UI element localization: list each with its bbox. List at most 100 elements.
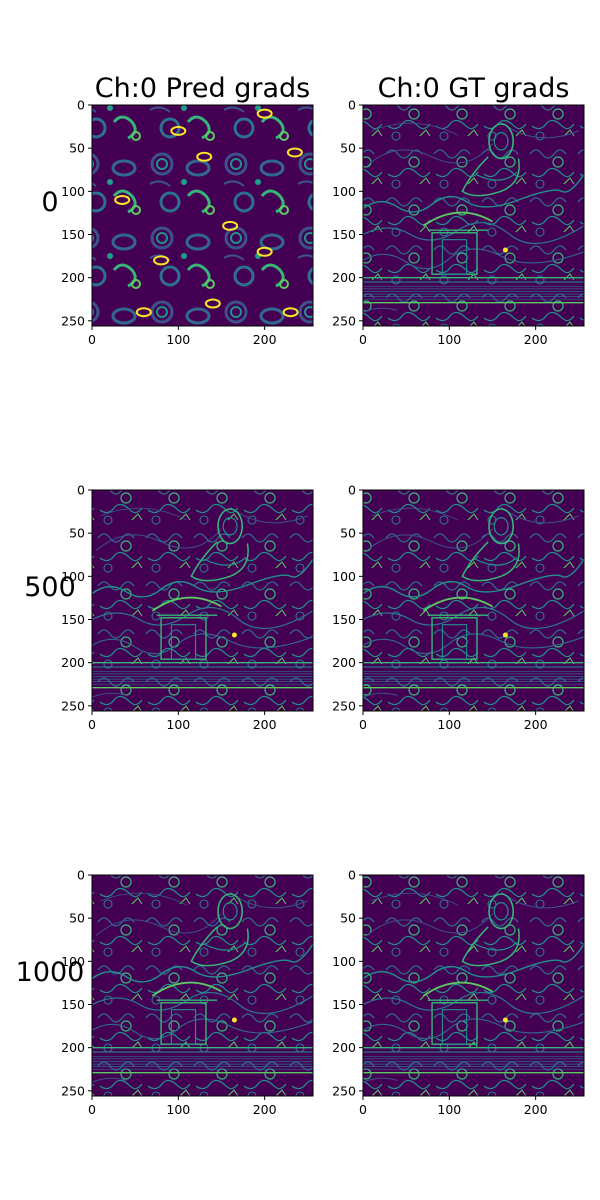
- y-tick-label: 50: [69, 141, 85, 156]
- y-tick-label: 0: [348, 868, 356, 883]
- x-tick-label: 200: [524, 1102, 548, 1117]
- y-tick-label: 250: [61, 698, 85, 713]
- edge-stroke: [222, 902, 238, 921]
- noise-blob: [256, 108, 273, 119]
- edge-stroke: [91, 1018, 314, 1040]
- edge-stroke: [502, 247, 508, 253]
- edge-stroke: [231, 1017, 237, 1023]
- edge-stroke: [461, 541, 520, 582]
- edge-stroke: [362, 558, 585, 598]
- x-tick-label: 100: [437, 717, 461, 732]
- y-tick-label: 50: [340, 526, 356, 541]
- x-tick-label: 100: [166, 717, 190, 732]
- x-tick-label: 200: [253, 1102, 277, 1117]
- edge-stroke: [493, 132, 509, 151]
- y-tick-label: 150: [61, 227, 85, 242]
- edge-stroke: [441, 239, 468, 275]
- axes-frame: [362, 874, 585, 1097]
- edge-stroke: [203, 941, 247, 951]
- edge-stroke: [502, 632, 508, 638]
- column-title: Ch:0 GT grads: [378, 73, 570, 104]
- y-tick-label: 100: [61, 184, 85, 199]
- y-tick-label: 200: [61, 655, 85, 670]
- y-tick-label: 150: [61, 997, 85, 1012]
- edge-stroke: [474, 941, 518, 951]
- edge-stroke: [371, 892, 459, 906]
- axes-frame: [91, 874, 314, 1097]
- heatmap-image: [92, 490, 313, 711]
- y-tick-label: 0: [348, 483, 356, 498]
- edge-stroke: [95, 913, 222, 936]
- edge-stroke: [362, 1018, 585, 1040]
- edge-stroke: [422, 596, 493, 612]
- y-tick-label: 50: [69, 526, 85, 541]
- y-tick-label: 50: [340, 141, 356, 156]
- noise-blob: [222, 220, 239, 231]
- edge-stroke: [91, 633, 314, 655]
- heatmap-image: [92, 875, 313, 1096]
- y-tick-label: 200: [332, 655, 356, 670]
- x-tick-label: 100: [437, 332, 461, 347]
- y-tick-label: 150: [332, 227, 356, 242]
- edge-stroke: [441, 1009, 468, 1045]
- edge-stroke: [151, 981, 222, 997]
- edge-stroke: [95, 528, 222, 551]
- edge-stroke: [422, 211, 493, 227]
- noise-blob: [282, 307, 299, 318]
- y-tick-label: 200: [332, 270, 356, 285]
- y-tick-label: 100: [332, 569, 356, 584]
- edge-stroke: [222, 517, 238, 536]
- y-tick-label: 0: [348, 98, 356, 113]
- y-tick-label: 50: [340, 911, 356, 926]
- y-tick-label: 100: [61, 954, 85, 969]
- edge-stroke: [441, 624, 468, 660]
- x-tick-label: 200: [253, 717, 277, 732]
- y-tick-label: 150: [332, 612, 356, 627]
- column-title: Ch:0 Pred grads: [95, 73, 310, 104]
- edge-stroke: [91, 692, 127, 698]
- edge-stroke: [488, 123, 515, 160]
- heatmap-image: [363, 875, 584, 1096]
- axes-frame: [91, 489, 314, 712]
- edge-stroke: [493, 902, 509, 921]
- noise-blob: [286, 147, 303, 158]
- edge-stroke: [91, 558, 314, 598]
- noise-blob: [204, 298, 221, 309]
- x-tick-label: 100: [437, 1102, 461, 1117]
- edge-stroke: [493, 517, 509, 536]
- x-tick-label: 0: [359, 717, 367, 732]
- edge-stroke: [371, 507, 459, 521]
- y-tick-label: 150: [332, 997, 356, 1012]
- x-tick-label: 0: [88, 1102, 96, 1117]
- noise-blob: [114, 194, 131, 205]
- edge-stroke: [190, 926, 249, 967]
- y-tick-label: 0: [77, 868, 85, 883]
- edge-stroke: [502, 1017, 508, 1023]
- row-label: 1000: [16, 957, 85, 988]
- y-tick-label: 250: [61, 1083, 85, 1098]
- noise-blob: [170, 125, 187, 136]
- y-tick-label: 150: [61, 612, 85, 627]
- edge-stroke: [366, 143, 493, 166]
- y-tick-label: 250: [61, 313, 85, 328]
- noise-blob: [256, 246, 273, 257]
- y-tick-label: 250: [332, 1083, 356, 1098]
- axes-frame: [362, 489, 585, 712]
- edge-stroke: [488, 893, 515, 930]
- edge-stroke: [362, 1077, 398, 1083]
- edge-stroke: [217, 893, 244, 930]
- edge-stroke: [371, 122, 459, 136]
- edge-stroke: [461, 926, 520, 967]
- x-tick-label: 200: [253, 332, 277, 347]
- edge-stroke: [474, 171, 518, 181]
- y-tick-label: 50: [69, 911, 85, 926]
- edge-stroke: [362, 173, 585, 213]
- x-tick-label: 0: [88, 332, 96, 347]
- y-tick-label: 250: [332, 698, 356, 713]
- edge-stroke: [170, 624, 197, 660]
